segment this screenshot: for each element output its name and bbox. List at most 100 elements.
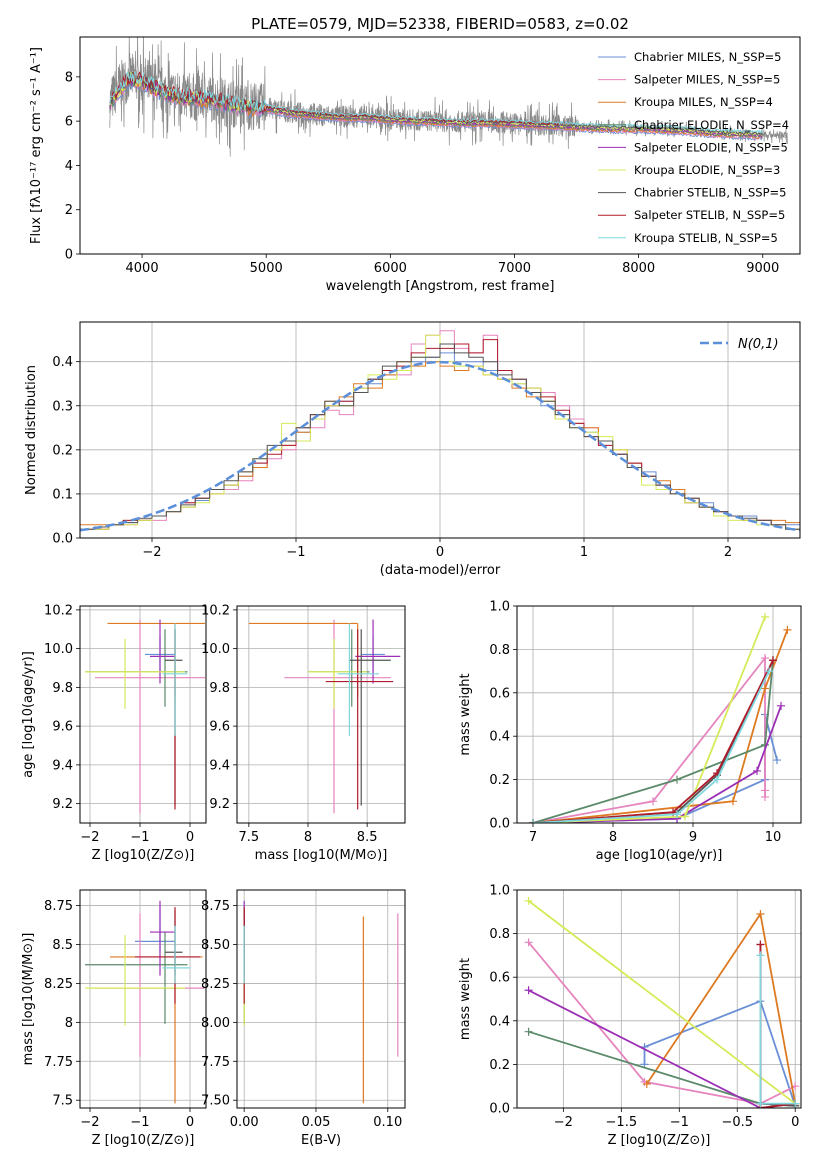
series-point: [761, 792, 769, 801]
y-axis-label: Normed distribution: [24, 365, 39, 495]
x-axis-label: wavelength [Angstrom, rest frame]: [326, 279, 555, 294]
series-point: [753, 766, 761, 775]
legend-label: Salpeter ELODIE, N_SSP=5: [634, 140, 788, 154]
chart-mass-weight-vs-age: 7 8 9 10 0.0 0.2 0.4 0.6 0.8 1.0 age [log10(age/yr…: [458, 600, 802, 863]
y-axis-label: mass weight: [458, 958, 473, 1040]
series-line: [532, 655, 766, 823]
plot-area: [524, 896, 800, 1108]
x-tick-label: 5000: [250, 261, 283, 276]
axes-frame: [79, 36, 801, 255]
legend-label: N(0,1): [738, 337, 779, 352]
x-tick-label: −1: [670, 1115, 689, 1130]
gaussian-curve: [80, 360, 800, 532]
y-tick-label: 10.2: [44, 603, 73, 618]
x-tick-label: −0.5: [721, 1115, 753, 1130]
y-tick-label: 0.4: [489, 730, 510, 745]
y-tick-label: 9.8: [52, 681, 73, 696]
series-point: [777, 701, 785, 710]
series-point: [761, 684, 769, 693]
series-point: [783, 625, 792, 634]
y-tick-label: 0.0: [489, 817, 510, 832]
series-point: [765, 667, 773, 676]
figure-title: PLATE=0579, MJD=52338, FIBERID=0583, z=0…: [251, 15, 629, 33]
x-axis-label: Z [log10(Z/Z⊙)]: [92, 1133, 195, 1148]
x-tick-label: 8: [609, 830, 617, 845]
y-tick-label: 0.4: [489, 1014, 510, 1029]
x-axis-label: Z [log10(Z/Z⊙)]: [608, 1133, 711, 1148]
x-tick-label: −2: [80, 1115, 99, 1130]
y-tick-label: 0.8: [489, 927, 510, 942]
series-line: [532, 616, 766, 823]
y-tick-label: 8: [65, 70, 73, 85]
series-point: [649, 797, 657, 806]
series-line: [528, 900, 796, 1105]
y-tick-label: 1.0: [489, 884, 510, 899]
x-tick-label: 8000: [622, 261, 655, 276]
x-tick-label: 2: [724, 545, 732, 560]
series-line: [532, 670, 770, 823]
y-tick-label: 10.2: [201, 603, 230, 618]
series-line: [532, 659, 774, 823]
x-tick-label: 9000: [746, 261, 779, 276]
series-point: [773, 756, 781, 765]
y-tick-label: 10.0: [44, 642, 73, 657]
chart-age-vs-Z: −2 −1 0 9.2 9.4 9.6 9.8 10.0 10.2 Z [log10(Z/Z⊙)]…: [21, 603, 207, 863]
x-tick-label: 1: [580, 545, 588, 560]
legend: N(0,1): [700, 337, 779, 352]
x-tick-label: 8.5: [357, 830, 378, 845]
series-line: [528, 989, 796, 1108]
y-tick-label: 8.25: [201, 977, 230, 992]
y-tick-label: 7.75: [44, 1055, 73, 1070]
x-tick-label: 6000: [374, 261, 407, 276]
y-tick-label: 9.6: [52, 720, 73, 735]
y-axis-label: mass weight: [458, 673, 473, 755]
x-axis-label: mass [log10(M/M⊙)]: [255, 848, 388, 863]
x-tick-label: 10: [765, 830, 782, 845]
series-point: [529, 819, 537, 823]
series-point: [756, 951, 765, 960]
chart-mass-weight-vs-Z: −2 −1.5 −1 −0.5 0 0.0 0.2 0.4 0.6 0.8 1.0 Z [log10(…: [458, 884, 802, 1148]
axes-frame: [79, 605, 207, 824]
y-tick-label: 4: [65, 159, 73, 174]
y-tick-label: 0.1: [52, 487, 73, 502]
y-tick-label: 8.25: [44, 977, 73, 992]
y-tick-label: 9.6: [209, 720, 230, 735]
plot-area: [243, 900, 399, 1104]
series-point: [673, 810, 681, 819]
series-line: [759, 944, 796, 1108]
x-tick-label: −2: [80, 830, 99, 845]
series-point: [642, 1080, 651, 1089]
y-tick-label: 1.0: [489, 600, 510, 615]
y-tick-label: 9.4: [52, 758, 73, 773]
series-point: [673, 775, 681, 784]
series-point: [713, 775, 721, 784]
plot-area: [248, 619, 401, 814]
legend-label: Kroupa STELIB, N_SSP=5: [634, 231, 778, 245]
chart-spectrum: 4000 5000 6000 7000 8000 9000 0 2 4 6 8 wavelength …: [29, 36, 801, 294]
y-tick-label: 6: [65, 115, 73, 130]
x-tick-label: 7000: [498, 261, 531, 276]
series-line: [528, 1030, 796, 1107]
y-tick-label: 8.50: [201, 938, 230, 953]
x-tick-label: −1.5: [606, 1115, 638, 1130]
x-tick-label: 0.10: [373, 1115, 402, 1130]
x-axis-label: age [log10(age/yr)]: [596, 848, 723, 863]
y-tick-label: 10.0: [201, 642, 230, 657]
y-tick-label: 8.5: [52, 938, 73, 953]
axes-frame: [516, 889, 802, 1109]
y-axis-label: mass [log10(M/M⊙)]: [21, 933, 36, 1066]
x-tick-label: −1: [130, 1115, 149, 1130]
axes-frame: [79, 321, 801, 539]
y-axis-label: age [log10(age/yr)]: [21, 651, 36, 778]
y-tick-label: 0.2: [52, 443, 73, 458]
axes-frame: [79, 889, 207, 1109]
legend-label: Salpeter MILES, N_SSP=5: [634, 73, 780, 87]
x-tick-label: −1: [286, 545, 305, 560]
x-axis-label: Z [log10(Z/Z⊙)]: [92, 848, 195, 863]
series-point: [761, 654, 769, 663]
y-tick-label: 8: [65, 1016, 73, 1031]
axes-frame: [516, 605, 802, 824]
y-tick-label: 0.6: [489, 686, 510, 701]
x-tick-label: 0.00: [230, 1115, 259, 1130]
